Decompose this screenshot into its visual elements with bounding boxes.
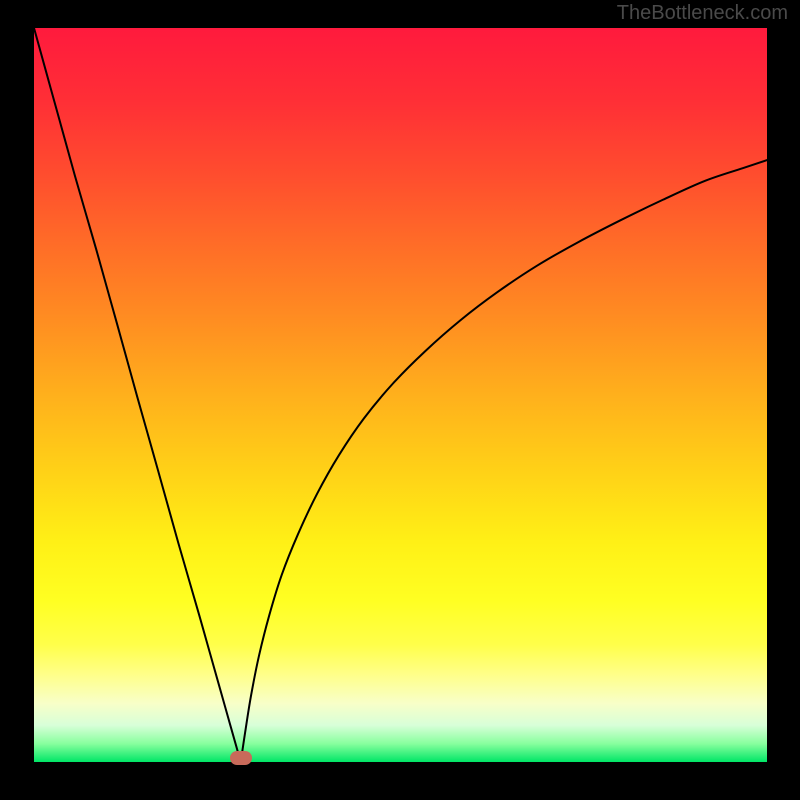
bottleneck-curve <box>34 28 767 762</box>
chart-container: TheBottleneck.com <box>0 0 800 800</box>
vertex-marker <box>230 751 252 765</box>
plot-area <box>34 28 767 762</box>
watermark-text: TheBottleneck.com <box>617 2 788 25</box>
